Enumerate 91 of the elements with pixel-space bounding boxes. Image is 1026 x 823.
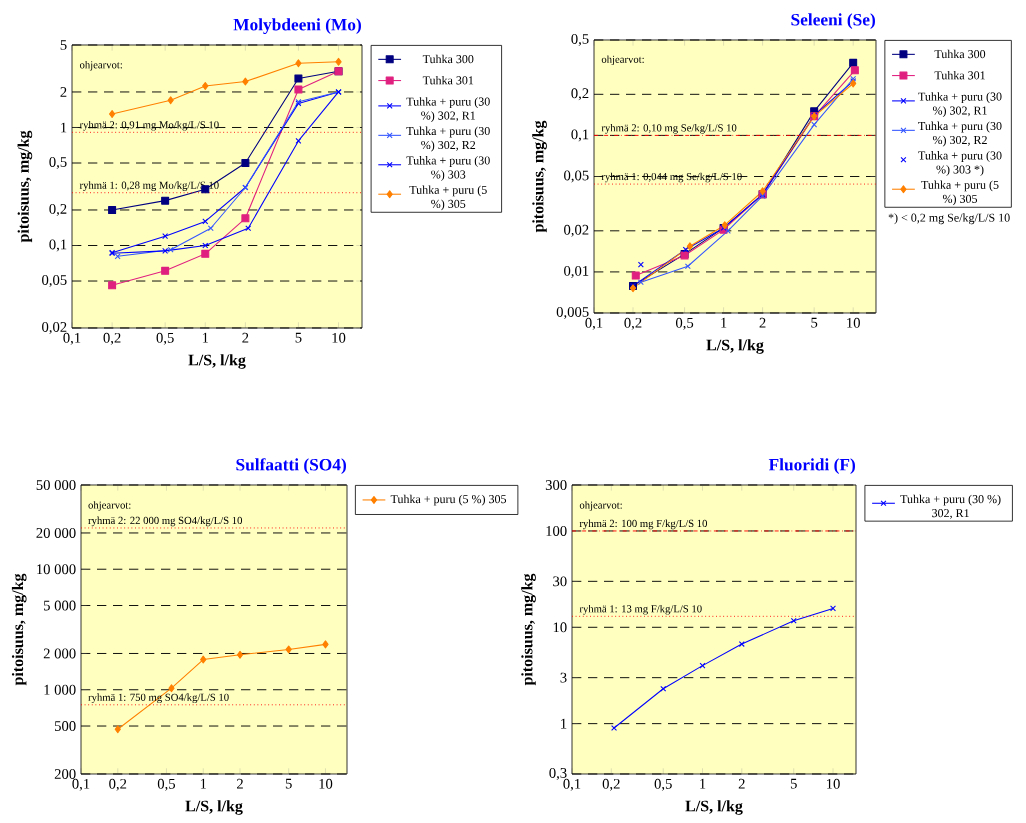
ref-line-label: ryhmä 1: 13 mg F/kg/L/S 10 bbox=[579, 604, 702, 615]
x-tick-label: 0,2 bbox=[602, 778, 620, 791]
ref-line-label: ryhmä 2: 22 000 mg SO4/kg/L/S 10 bbox=[88, 516, 243, 527]
y-tick-label: 200 bbox=[54, 769, 76, 779]
chart-title: Fluoridi (F) bbox=[768, 458, 855, 475]
ref-line-label: ryhmä 2: 0,10 mg Se/kg/L/S 10 bbox=[601, 123, 737, 134]
legend-label: Tuhka + puru (30 %) 302, R1 bbox=[406, 97, 490, 123]
y-axis-title: pitoisuus, mg/kg bbox=[532, 120, 547, 233]
y-tick-label: 1 bbox=[561, 718, 567, 729]
y-tick-label: 20 000 bbox=[36, 528, 76, 538]
annotation: ohjearvot: bbox=[88, 501, 131, 511]
legend-label: Tuhka + puru (30 %) 303 *) bbox=[918, 151, 1002, 176]
x-tick-label: 0,5 bbox=[157, 778, 176, 791]
x-tick-label: 1 bbox=[200, 778, 207, 789]
x-tick-label: 2 bbox=[759, 317, 766, 328]
y-tick-label: 2 000 bbox=[43, 648, 76, 659]
y-tick-label: 5 bbox=[60, 40, 67, 50]
x-axis-title: L/S, l/kg bbox=[706, 339, 764, 354]
x-tick-label: 2 bbox=[242, 332, 249, 343]
y-tick-label: 3 bbox=[560, 672, 567, 683]
x-tick-label: 5 bbox=[790, 778, 797, 789]
y-tick-label: 50 000 bbox=[36, 480, 76, 490]
x-tick-label: 0,5 bbox=[156, 332, 174, 345]
x-tick-label: 2 bbox=[738, 778, 745, 789]
legend-label: Tuhka + puru (5 %) 305 bbox=[409, 185, 487, 211]
x-tick-label: 1 bbox=[700, 778, 706, 789]
chart-title: Seleeni (Se) bbox=[791, 13, 875, 30]
x-tick-label: 0,2 bbox=[624, 317, 642, 330]
x-tick-label: 10 bbox=[332, 332, 346, 343]
legend-label: Tuhka + puru (5 %) 305 bbox=[921, 180, 999, 206]
x-tick-label: 0,1 bbox=[585, 317, 603, 330]
legend-label: Tuhka 301 bbox=[422, 75, 474, 85]
y-tick-label: 0,2 bbox=[49, 203, 67, 216]
x-tick-label: 0,5 bbox=[654, 778, 672, 791]
y-tick-label: 30 bbox=[553, 576, 567, 587]
legend-label: Tuhka + puru (30 %) 302, R1 bbox=[918, 92, 1002, 118]
x-tick-label: 0,1 bbox=[72, 778, 90, 791]
y-tick-label: 0,3 bbox=[549, 768, 567, 781]
text: *) < 0,2 mg Se/kg/L/S 10 bbox=[888, 213, 1010, 225]
legend-label: Tuhka 301 bbox=[934, 70, 985, 80]
annotation: ohjearvot: bbox=[579, 501, 622, 511]
y-tick-label: 0,02 bbox=[564, 224, 589, 237]
y-tick-label: 10 000 bbox=[37, 564, 76, 575]
x-axis-title: L/S, l/kg bbox=[188, 354, 246, 369]
x-tick-label: 0,5 bbox=[675, 317, 694, 330]
legend-label: Tuhka + puru (30 %) 302, R1 bbox=[900, 494, 1001, 519]
x-tick-label: 10 bbox=[319, 778, 333, 789]
y-tick-label: 2 bbox=[60, 87, 67, 97]
y-tick-label: 0,05 bbox=[42, 275, 67, 288]
legend-label: Tuhka + puru (30 %) 303 bbox=[406, 156, 490, 181]
x-tick-label: 0,2 bbox=[103, 332, 121, 345]
annotation: ohjearvot: bbox=[79, 60, 122, 71]
legend-label: Tuhka 300 bbox=[422, 54, 474, 64]
legend-label: Tuhka + puru (30 %) 302, R2 bbox=[406, 126, 490, 152]
x-tick-label: 1 bbox=[202, 332, 209, 343]
y-tick-label: 500 bbox=[55, 721, 76, 731]
y-tick-label: 0,5 bbox=[49, 157, 67, 170]
legend-label: Tuhka 300 bbox=[934, 49, 986, 59]
y-axis-title: pitoisuus, mg/kg bbox=[11, 573, 27, 686]
y-axis-title: pitoisuus, mg/kg bbox=[17, 130, 33, 243]
y-tick-label: 0,01 bbox=[564, 265, 589, 278]
ref-line-label: ryhmä 2: 100 mg F/kg/L/S 10 bbox=[579, 519, 708, 530]
x-axis-title: L/S, l/kg bbox=[185, 800, 243, 815]
y-tick-label: 1 bbox=[61, 122, 67, 133]
x-tick-label: 5 bbox=[295, 332, 302, 343]
y-tick-label: 5 000 bbox=[44, 600, 76, 611]
x-tick-label: 5 bbox=[811, 317, 818, 328]
y-tick-label: 1 000 bbox=[44, 684, 76, 695]
y-tick-label: 0,5 bbox=[571, 34, 589, 47]
y-tick-label: 0,05 bbox=[564, 170, 589, 183]
x-tick-label: 2 bbox=[237, 778, 243, 789]
y-tick-label: 0,2 bbox=[571, 88, 589, 101]
y-axis-title: pitoisuus, mg/kg bbox=[521, 573, 536, 686]
x-axis-title: L/S, l/kg bbox=[685, 800, 743, 815]
legend-label: Tuhka + puru (30 %) 302, R2 bbox=[918, 121, 1002, 147]
y-tick-label: 100 bbox=[546, 526, 567, 536]
chart-title: Molybdeeni (Mo) bbox=[233, 18, 361, 35]
x-tick-label: 10 bbox=[826, 778, 840, 789]
y-tick-label: 10 bbox=[553, 622, 567, 633]
x-tick-label: 1 bbox=[721, 317, 727, 328]
x-tick-label: 0,2 bbox=[109, 778, 127, 791]
y-tick-label: 0,005 bbox=[556, 307, 589, 320]
chart-title: Sulfaatti (SO4) bbox=[236, 458, 346, 475]
annotation: ohjearvot: bbox=[601, 55, 644, 66]
x-tick-label: 10 bbox=[847, 317, 860, 328]
y-tick-label: 0,1 bbox=[49, 239, 67, 252]
x-tick-label: 5 bbox=[285, 778, 292, 789]
y-tick-label: 0,1 bbox=[571, 129, 589, 142]
y-tick-label: 0,02 bbox=[42, 322, 67, 334]
y-tick-label: 300 bbox=[545, 480, 567, 490]
legend-label: Tuhka + puru (5 %) 305 bbox=[390, 494, 507, 506]
